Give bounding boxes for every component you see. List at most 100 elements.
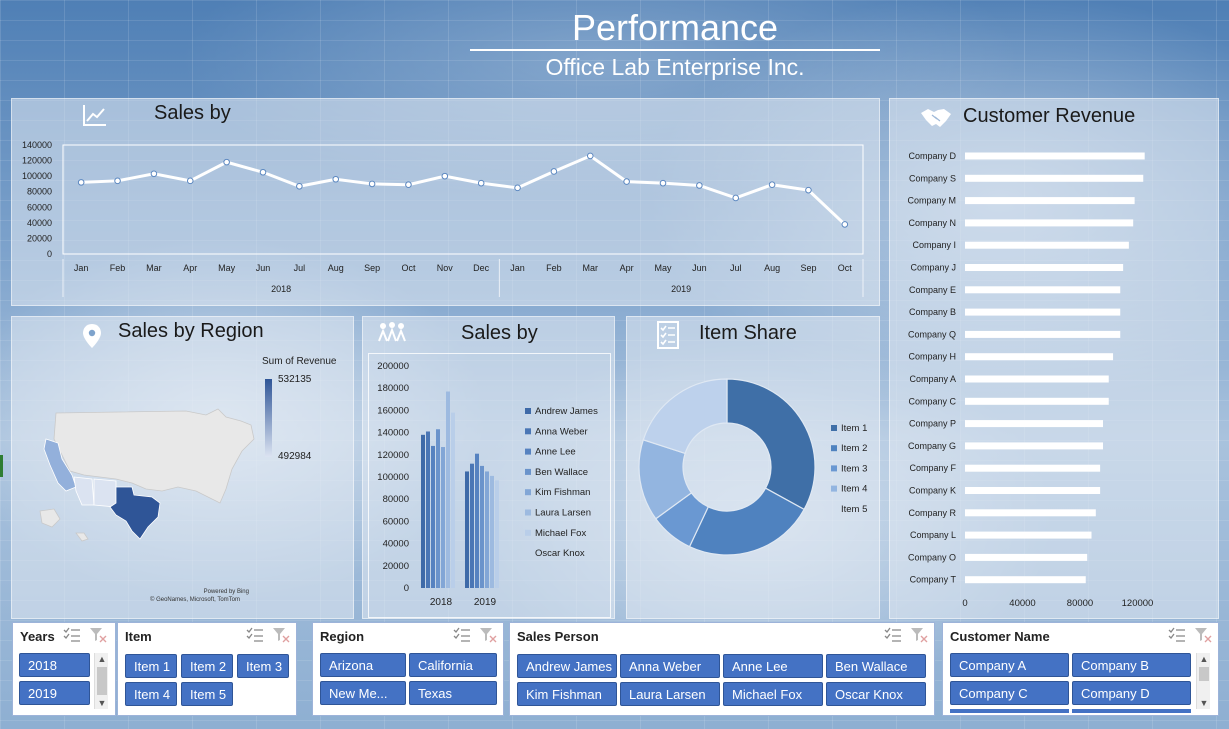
sales-trend-chart[interactable]: 140000 120000 100000 80000 60000 40000 20000 0 J… bbox=[12, 99, 881, 307]
slicer-chip-laura-larsen[interactable]: Laura Larsen bbox=[620, 682, 720, 706]
slicer-chip-item-5[interactable]: Item 5 bbox=[181, 682, 233, 706]
data-point bbox=[114, 177, 121, 185]
title-underline bbox=[470, 49, 880, 51]
legend-swatch bbox=[831, 445, 837, 452]
y-category-label: Company R bbox=[908, 508, 956, 518]
x-tick-label: Mar bbox=[583, 263, 599, 273]
bar bbox=[465, 471, 469, 588]
slicer-chip-2018[interactable]: 2018 bbox=[19, 653, 90, 677]
scroll-down-icon[interactable]: ▼ bbox=[1199, 698, 1209, 708]
scroll-up-icon[interactable]: ▲ bbox=[97, 654, 107, 664]
customer-scrollbar[interactable]: ▲ ▼ bbox=[1196, 653, 1210, 709]
bar bbox=[965, 397, 1109, 405]
x-tick-label: 120000 bbox=[1122, 598, 1154, 609]
bar bbox=[965, 353, 1114, 361]
slicer-chip-new-mexico[interactable]: New Me... bbox=[320, 681, 406, 705]
map-legend-gradient bbox=[265, 379, 272, 457]
x-tick-label: 2019 bbox=[474, 597, 497, 608]
clear-filter-icon[interactable] bbox=[910, 627, 928, 643]
map-state-texas bbox=[109, 486, 161, 540]
scroll-thumb[interactable] bbox=[97, 667, 107, 695]
x-tick-label: Feb bbox=[546, 263, 562, 273]
item-slicer[interactable]: Item Item 1 Item 2 Item 3 Item 4 Item 5 bbox=[117, 622, 297, 716]
slicer-chip-anne-lee[interactable]: Anne Lee bbox=[723, 654, 823, 678]
sales-person-panel[interactable]: Sales by 200000 180000 160000 140000 120000 1… bbox=[362, 316, 615, 619]
sales-person-title: Sales by bbox=[461, 322, 538, 344]
item-share-chart[interactable]: Item 1 Item 2 Item 3 Item 4 Item 5 bbox=[627, 317, 881, 620]
slicer-chip-item-2[interactable]: Item 2 bbox=[181, 654, 233, 678]
slicer-chip-item-4[interactable]: Item 4 bbox=[125, 682, 177, 706]
x-tick-label: Aug bbox=[764, 263, 780, 273]
slicer-chip-company-d[interactable]: Company D bbox=[1072, 681, 1191, 705]
map-state-new-mexico bbox=[93, 478, 117, 508]
slicer-chip-texas[interactable]: Texas bbox=[409, 681, 497, 705]
clear-filter-icon[interactable] bbox=[272, 627, 290, 643]
sales-region-panel[interactable]: Sales by Region Sum of Revenue 532135 49… bbox=[11, 316, 354, 619]
customer-revenue-chart[interactable]: Company D Company S Company M Company N Comp… bbox=[890, 99, 1220, 620]
y-tick-label: 80000 bbox=[27, 187, 52, 197]
map-state-arizona bbox=[73, 476, 95, 506]
x-tick-label: Jul bbox=[294, 263, 306, 273]
slicer-chip-andrew-james[interactable]: Andrew James bbox=[517, 654, 617, 678]
bar bbox=[965, 330, 1121, 338]
y-category-label: Company H bbox=[908, 352, 956, 362]
years-slicer-title: Years bbox=[20, 629, 55, 644]
x-tick-label: Aug bbox=[328, 263, 344, 273]
slicer-chip-item-1[interactable]: Item 1 bbox=[125, 654, 177, 678]
multi-select-icon[interactable] bbox=[246, 627, 264, 643]
item-share-panel[interactable]: Item Share Item 1 Item 2 Item 3 Item 4 Item … bbox=[626, 316, 880, 619]
y-tick-label: 120000 bbox=[22, 156, 52, 166]
scroll-up-icon[interactable]: ▲ bbox=[1199, 654, 1209, 664]
slicer-chip-2019[interactable]: 2019 bbox=[19, 681, 90, 705]
y-tick-label: 20000 bbox=[27, 233, 52, 243]
slicer-chip-item-3[interactable]: Item 3 bbox=[237, 654, 289, 678]
slicer-chip-michael-fox[interactable]: Michael Fox bbox=[723, 682, 823, 706]
multi-select-icon[interactable] bbox=[63, 627, 81, 643]
clear-filter-icon[interactable] bbox=[479, 627, 497, 643]
bar bbox=[421, 434, 425, 588]
multi-select-icon[interactable] bbox=[884, 627, 902, 643]
clear-filter-icon[interactable] bbox=[89, 627, 107, 643]
bar bbox=[965, 152, 1145, 160]
legend-label: Laura Larsen bbox=[535, 508, 591, 519]
us-map[interactable] bbox=[36, 399, 266, 549]
donut-slice bbox=[642, 378, 728, 455]
years-scrollbar[interactable]: ▲ ▼ bbox=[94, 653, 108, 709]
clear-filter-icon[interactable] bbox=[1194, 627, 1212, 643]
legend-label: Ben Wallace bbox=[535, 467, 588, 478]
bar bbox=[965, 509, 1096, 517]
customer-revenue-panel[interactable]: Customer Revenue Company D Company S Compa… bbox=[889, 98, 1219, 619]
slicer-chip-company-a[interactable]: Company A bbox=[950, 653, 1069, 677]
sales-person-chart[interactable]: 2000001800001600001400001200001000008000… bbox=[363, 317, 616, 620]
bar bbox=[446, 391, 450, 588]
x-tick-label: Jul bbox=[730, 263, 742, 273]
slicer-chip-anna-weber[interactable]: Anna Weber bbox=[620, 654, 720, 678]
slicer-tools bbox=[453, 627, 497, 643]
region-slicer[interactable]: Region Arizona California New Me... Texa… bbox=[312, 622, 504, 716]
multi-select-icon[interactable] bbox=[453, 627, 471, 643]
customer-slicer[interactable]: Customer Name Company A Company B Compan… bbox=[942, 622, 1219, 716]
scroll-thumb[interactable] bbox=[1199, 667, 1209, 681]
slicer-chip-company-b[interactable]: Company B bbox=[1072, 653, 1191, 677]
sales-region-title: Sales by Region bbox=[118, 320, 264, 342]
y-tick-label: 60000 bbox=[383, 516, 409, 527]
slicer-chip-kim-fishman[interactable]: Kim Fishman bbox=[517, 682, 617, 706]
slicer-chip-oscar-knox[interactable]: Oscar Knox bbox=[826, 682, 926, 706]
years-slicer[interactable]: Years 2018 2019 ▲ ▼ bbox=[12, 622, 116, 716]
sales-person-slicer[interactable]: Sales Person Andrew James Anna Weber Ann… bbox=[509, 622, 935, 716]
multi-select-icon[interactable] bbox=[1168, 627, 1186, 643]
slicer-chip-arizona[interactable]: Arizona bbox=[320, 653, 406, 677]
scroll-down-icon[interactable]: ▼ bbox=[97, 698, 107, 708]
map-legend-max: 532135 bbox=[278, 374, 312, 385]
slicer-chip-california[interactable]: California bbox=[409, 653, 497, 677]
y-tick-label: 40000 bbox=[383, 539, 409, 550]
bar bbox=[490, 475, 494, 588]
legend-swatch bbox=[831, 465, 837, 472]
slicer-chip-ben-wallace[interactable]: Ben Wallace bbox=[826, 654, 926, 678]
sales-trend-panel[interactable]: Sales by 140000 120000 100000 80000 60000 400… bbox=[11, 98, 880, 306]
slicer-chip-company-c[interactable]: Company C bbox=[950, 681, 1069, 705]
x-tick-label: Sep bbox=[800, 263, 816, 273]
y-category-label: Company I bbox=[912, 240, 956, 250]
legend-label: Item 1 bbox=[841, 423, 867, 434]
data-point bbox=[77, 179, 85, 186]
